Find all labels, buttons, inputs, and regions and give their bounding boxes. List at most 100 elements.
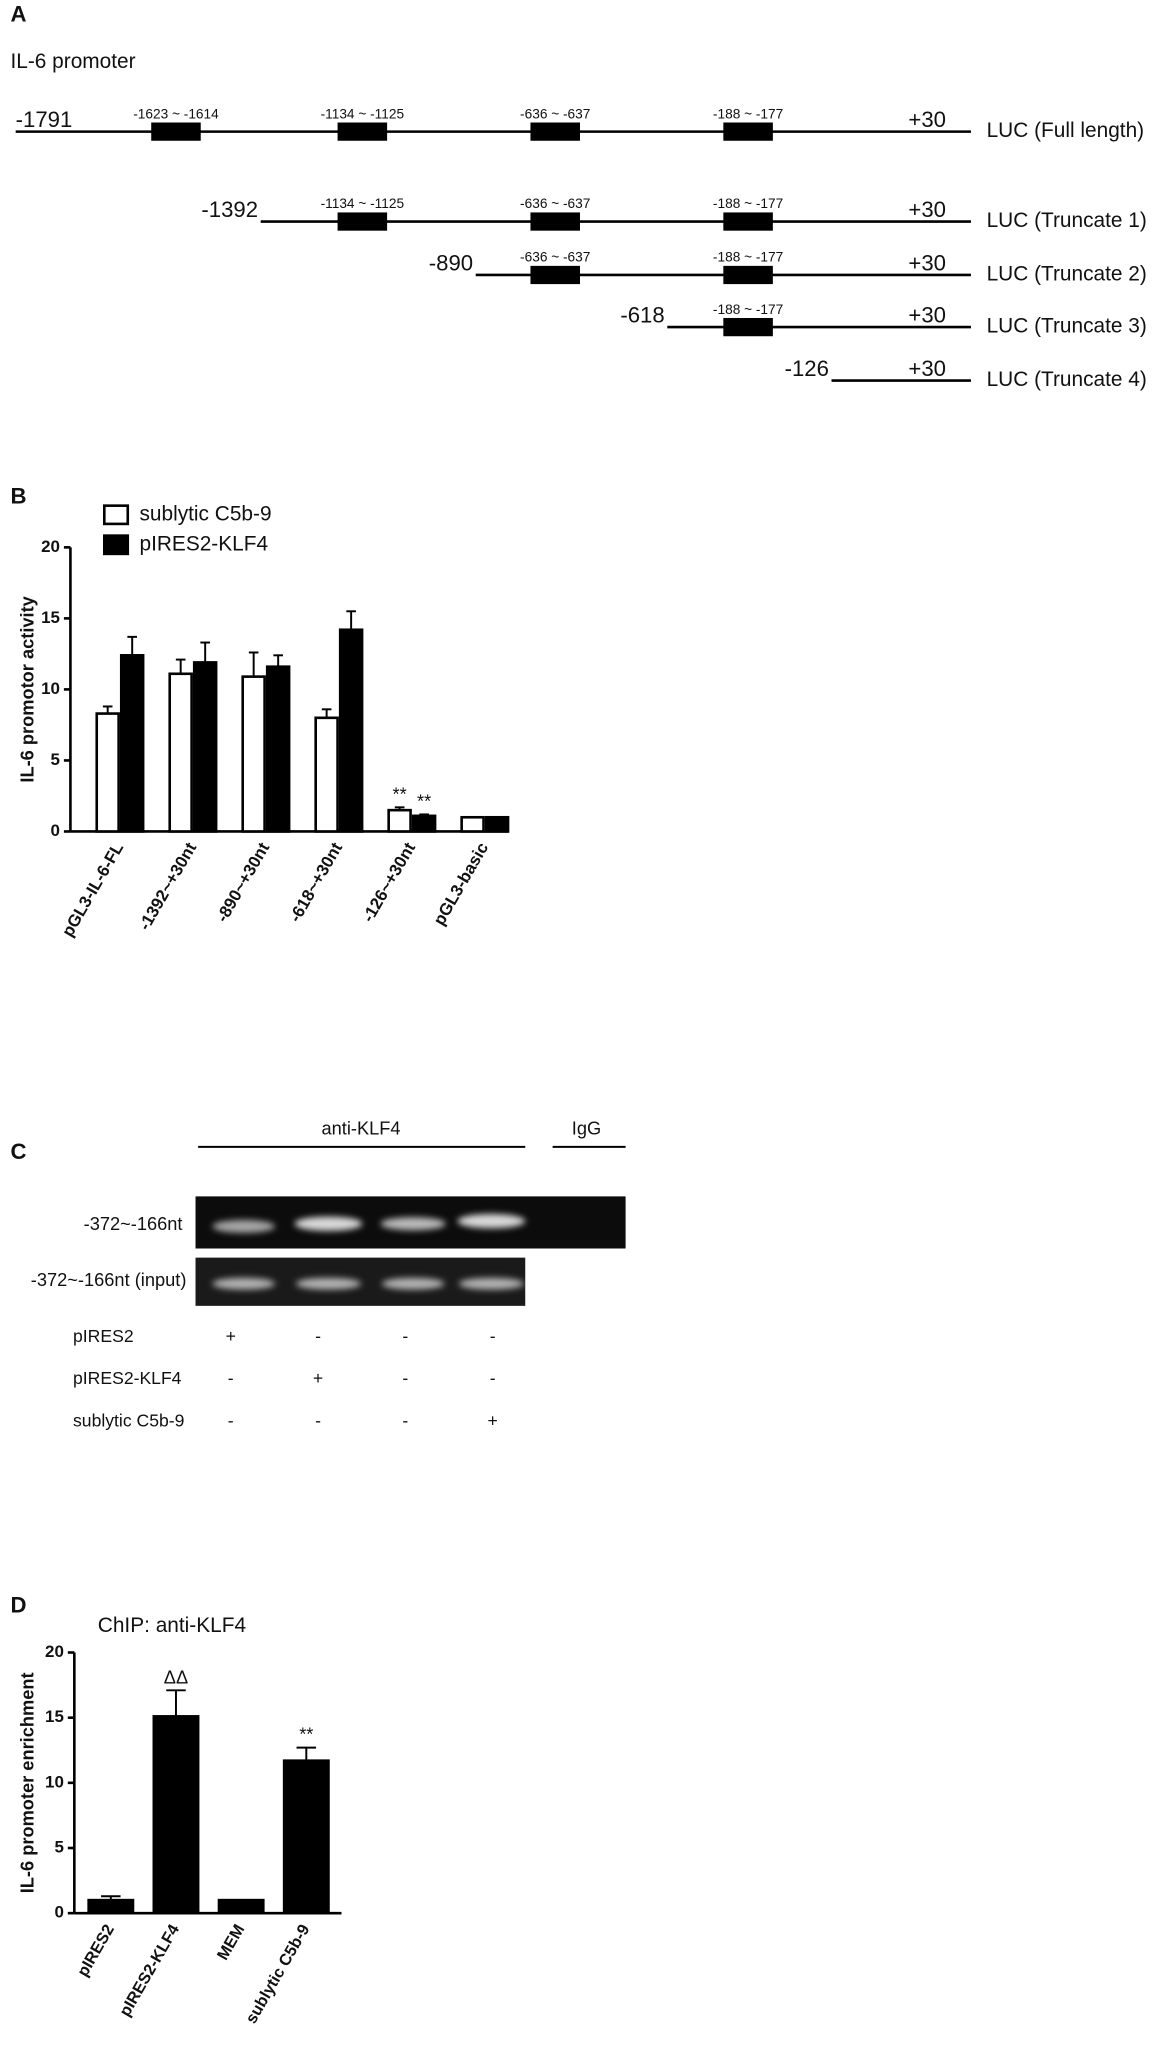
treatment-sign: - [490,1326,496,1346]
bar [87,1898,135,1915]
x-tick-label: sublytic C5b-9 [242,1921,313,2026]
bar [241,675,266,833]
y-tick-label: 15 [41,608,60,627]
row-label: -372~-166nt [84,1213,183,1234]
bar [484,815,510,833]
bar [265,665,291,833]
start-label: -1791 [16,107,73,132]
bar [152,1715,200,1915]
significance-label: ** [417,791,431,812]
end-label: +30 [908,356,946,381]
y-tick-label: 20 [45,1642,64,1661]
bar [192,661,218,833]
group-label: anti-KLF4 [322,1118,401,1139]
start-label: -618 [620,303,664,328]
bar [119,654,145,833]
x-tick-label: -1392~+30nt [135,839,201,934]
significance-label: ** [393,783,407,804]
binding-site [151,122,201,141]
treatment-sign: - [490,1368,496,1388]
y-tick-label: 10 [45,1772,64,1791]
site-label: -1623 ~ -1614 [133,106,219,121]
site-label: -636 ~ -637 [520,196,590,211]
treatment-sign: - [402,1410,408,1430]
binding-site [723,317,773,337]
binding-site [337,122,388,141]
chart-title: ChIP: anti-KLF4 [98,1614,246,1637]
site-label: -188 ~ -177 [713,250,783,265]
treatment-sign: - [315,1326,321,1346]
start-label: -126 [785,356,829,381]
treatment-sign: - [315,1410,321,1430]
row-label: -372~-166nt (input) [31,1269,187,1290]
treatment-sign: - [402,1368,408,1388]
panel-label: D [10,1593,26,1618]
site-label: -1134 ~ -1125 [321,106,405,121]
significance-label: ΔΔ [164,1666,188,1687]
treatment-sign: + [226,1326,236,1346]
end-label: +30 [908,303,946,328]
y-tick-label: 15 [45,1707,64,1726]
x-tick-label: -890~+30nt [213,839,274,925]
treatment-label: pIRES2 [73,1326,134,1346]
end-label: +30 [908,197,946,222]
bar [314,716,339,833]
y-tick-label: 5 [54,1837,63,1856]
x-tick-label: pIRES2-KLF4 [116,1921,183,2019]
group-label: IgG [572,1118,601,1139]
y-tick-label: 0 [51,821,60,840]
end-label: +30 [908,250,946,275]
y-tick-label: 20 [41,537,60,556]
site-label: -188 ~ -177 [713,106,783,121]
treatment-sign: + [313,1368,323,1388]
site-label: -188 ~ -177 [713,196,783,211]
x-tick-label: -126~+30nt [358,839,419,925]
legend-swatch [102,504,130,526]
construct-name: LUC (Truncate 3) [987,315,1147,338]
binding-site [337,212,388,231]
site-label: -188 ~ -177 [713,302,783,317]
end-label: +30 [908,107,946,132]
panel-label: B [10,484,26,509]
start-label: -890 [429,250,473,275]
bar [387,808,412,833]
x-tick-label: pGL3-basic [430,839,493,928]
treatment-sign: - [228,1410,234,1430]
treatment-label: sublytic C5b-9 [73,1410,184,1430]
panel-label: C [10,1139,26,1164]
bar [282,1759,330,1915]
site-label: -636 ~ -637 [520,250,590,265]
construct-name: LUC (Truncate 4) [987,368,1147,391]
binding-site [530,212,580,231]
bar [217,1898,265,1915]
binding-site [723,212,773,231]
y-axis-label: IL-6 promotor activity [17,595,38,782]
treatment-label: pIRES2-KLF4 [73,1368,182,1388]
treatment-sign: + [488,1410,498,1430]
site-label: -1134 ~ -1125 [321,196,405,211]
treatment-sign: - [228,1368,234,1388]
legend-label: pIRES2-KLF4 [139,532,268,555]
construct-name: LUC (Full length) [987,119,1145,142]
legend-swatch [102,534,130,556]
gel-bands [212,1213,526,1290]
bar [168,672,193,833]
panel-label: A [10,1,26,26]
diagram-title: IL-6 promoter [10,50,135,73]
site-label: -636 ~ -637 [520,106,590,121]
significance-label: ** [299,1724,313,1745]
binding-site [530,122,580,141]
y-tick-label: 10 [41,679,60,698]
x-tick-label: pGL3-IL-6-FL [58,839,127,940]
binding-site [723,265,773,285]
treatment-sign: - [402,1326,408,1346]
x-tick-label: -618~+30nt [286,839,347,925]
binding-site [530,265,580,285]
binding-site [723,122,773,141]
x-tick-label: pIRES2 [74,1921,118,1979]
bar [460,815,485,833]
y-axis-label: IL-6 promoter enrichment [17,1672,38,1893]
y-tick-label: 0 [54,1903,63,1922]
x-tick-label: MEM [214,1921,249,1963]
